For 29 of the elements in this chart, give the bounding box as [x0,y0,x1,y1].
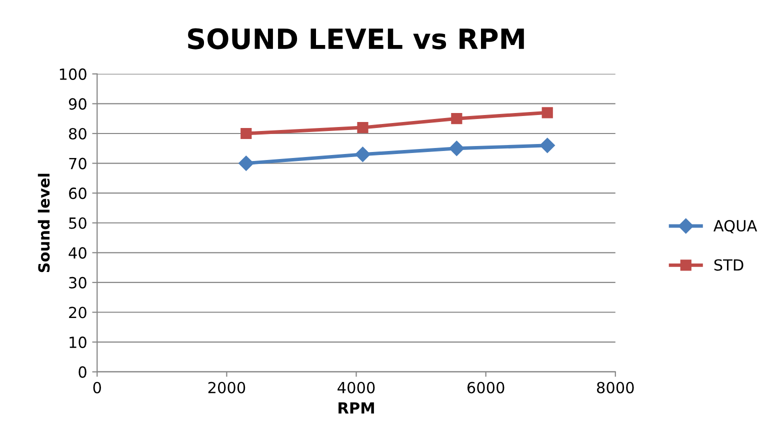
y-tick-label: 30 [69,276,86,288]
legend-label: STD [714,259,744,271]
y-tick-label: 80 [69,128,86,140]
point [240,128,252,140]
x-tick-label: 8000 [596,382,634,394]
y-tick-label: 0 [78,366,86,378]
y-tick-label: 90 [68,98,86,110]
x-tick-label: 6000 [467,382,504,394]
x-tick-label: 4000 [338,382,375,394]
point [542,107,553,118]
y-tick-label: 40 [68,247,86,259]
point [451,113,462,124]
y-tick-label: 20 [69,306,86,318]
x-tick-label: 2000 [208,382,246,394]
chart-title: SOUND LEVEL vs RPM [188,28,524,50]
point [238,156,254,171]
y-tick-label: 70 [69,158,86,170]
point [449,140,464,156]
x-axis-title: RPM [338,402,374,414]
point [357,122,368,134]
y-axis-title: Sound level [38,174,50,272]
y-tick-label: 10 [70,336,86,348]
y-tick-label: 50 [69,217,86,229]
y-tick-label: 60 [69,188,86,200]
point [355,146,370,162]
y-tick-label: 100 [60,68,86,80]
legend-label: AQUA [713,220,758,234]
point [540,138,555,153]
x-tick-label: 0 [93,382,101,394]
